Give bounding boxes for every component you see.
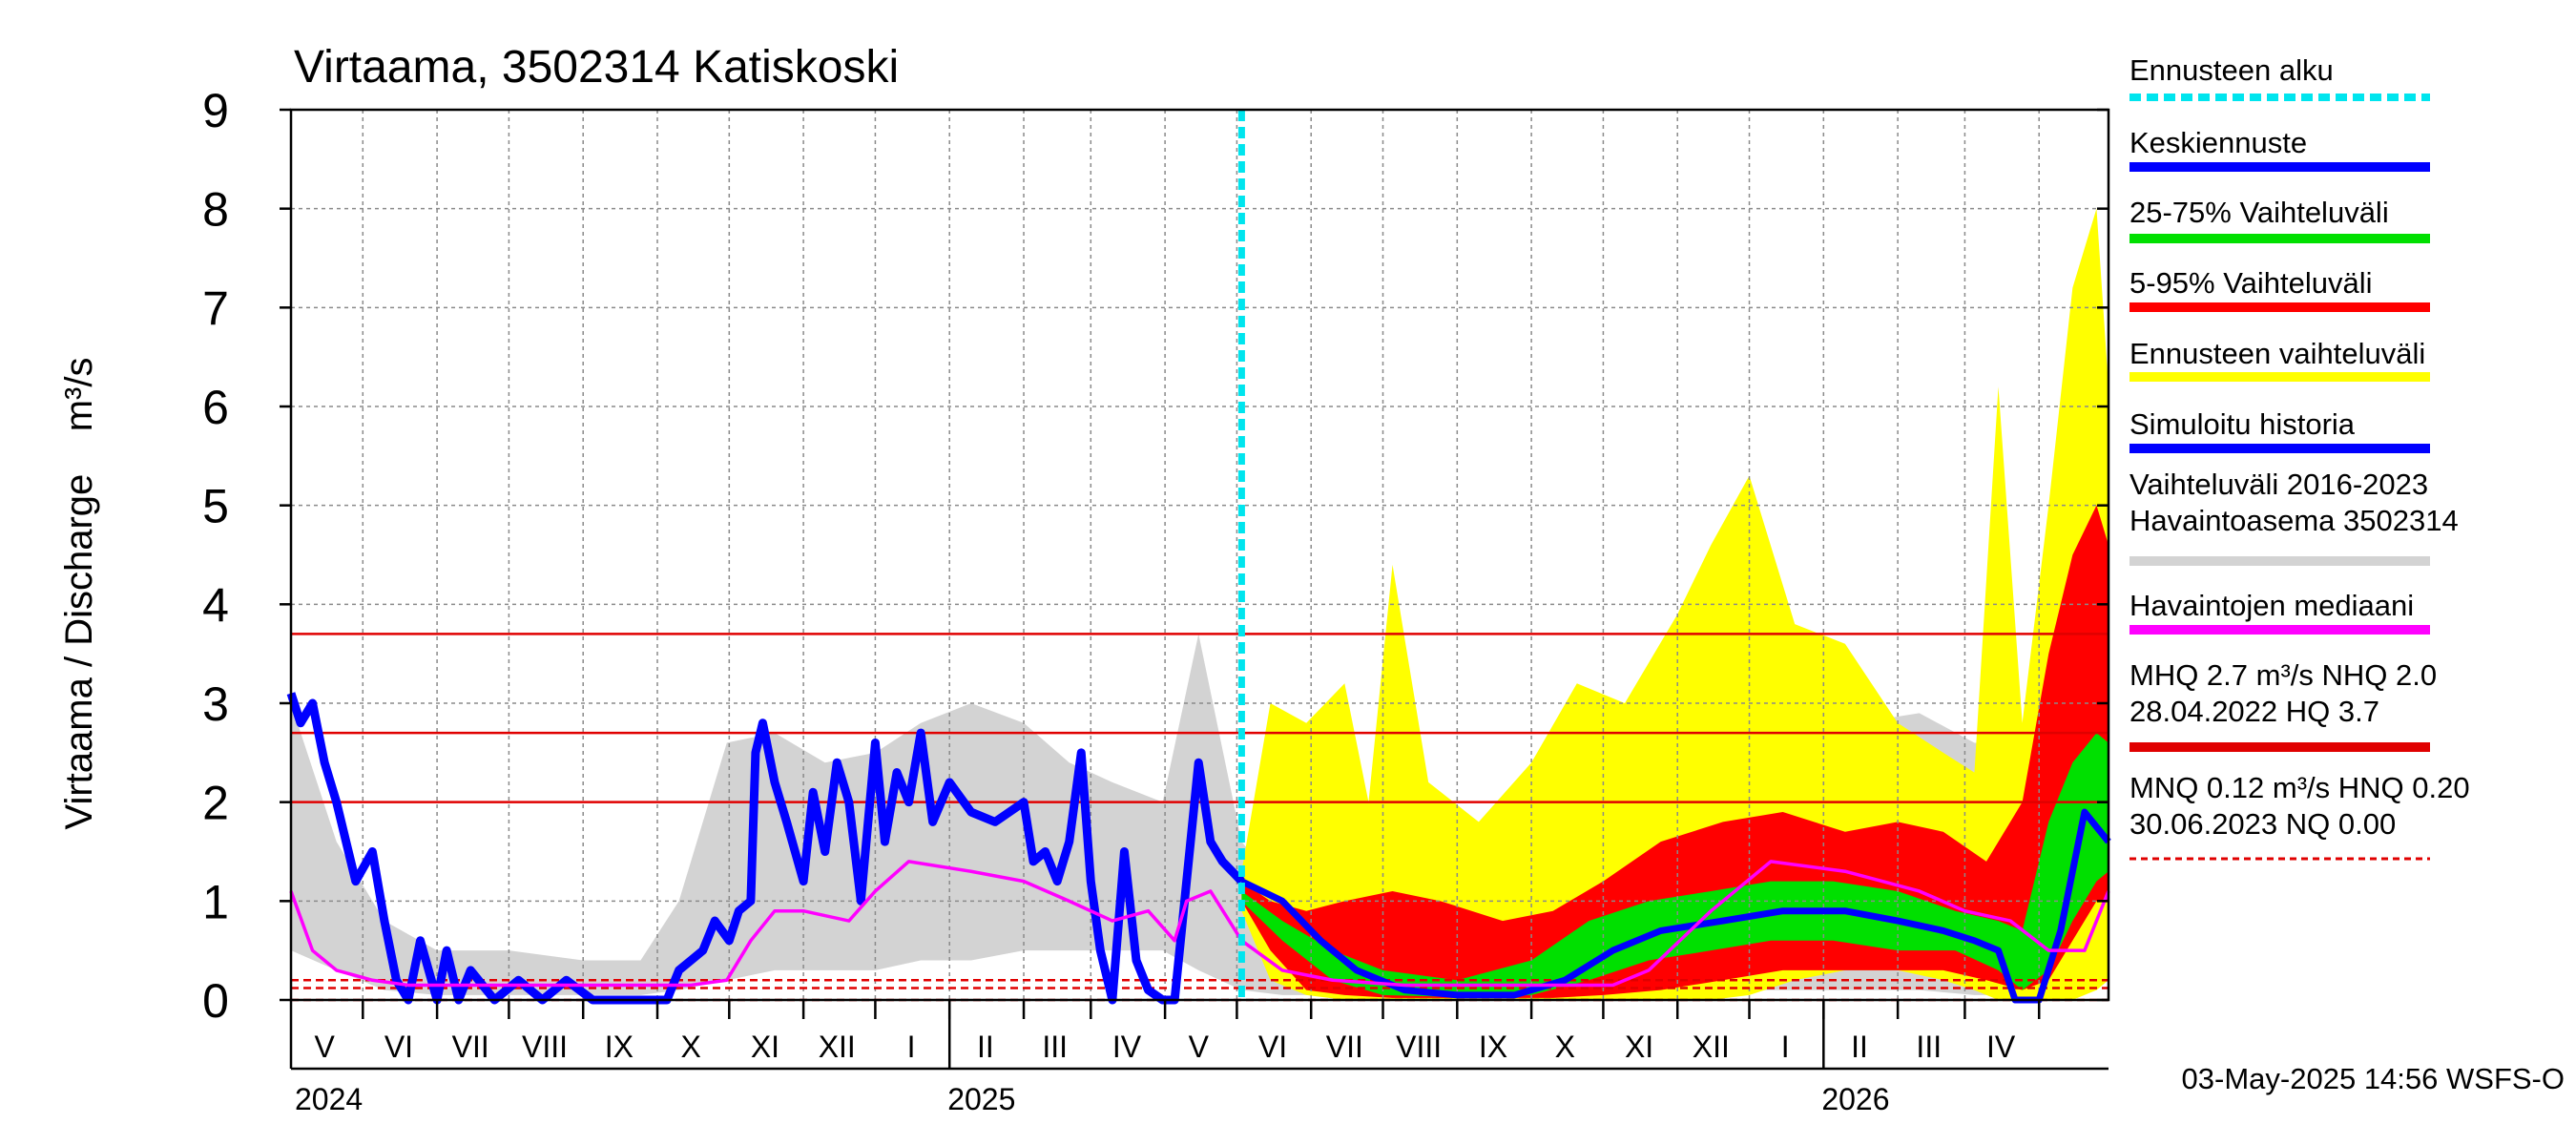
grid-layer bbox=[291, 109, 2109, 1001]
x-month-label-5: X bbox=[680, 1030, 700, 1064]
y-tick-label-0: 0 bbox=[202, 974, 229, 1028]
series-havaintojen-mediaani bbox=[289, 860, 2110, 988]
plot-frame bbox=[289, 108, 2110, 1071]
y-tick-label-4: 4 bbox=[202, 578, 229, 632]
x-month-label-19: XII bbox=[1693, 1030, 1730, 1064]
y-tick-label-1: 1 bbox=[202, 875, 229, 928]
legend-label-4-0: Ennusteen vaihteluväli bbox=[2129, 337, 2425, 370]
x-month-label-15: VIII bbox=[1396, 1030, 1442, 1064]
x-month-label-7: XII bbox=[819, 1030, 856, 1064]
legend-label-9-0: MNQ 0.12 m³/s HNQ 0.20 bbox=[2129, 771, 2470, 804]
x-month-label-10: III bbox=[1042, 1030, 1068, 1064]
x-month-label-4: IX bbox=[605, 1030, 634, 1064]
x-month-label-22: III bbox=[1916, 1030, 1942, 1064]
legend-label-3-0: 5-95% Vaihteluväli bbox=[2129, 266, 2372, 300]
y-tick-label-2: 2 bbox=[202, 777, 229, 830]
band-5-95-vaihteluv-li bbox=[1241, 505, 2109, 998]
legend-label-8-1: 28.04.2022 HQ 3.7 bbox=[2129, 695, 2379, 728]
legend-label-0-0: Ennusteen alku bbox=[2129, 53, 2334, 87]
chart-title: Virtaama, 3502314 Katiskoski bbox=[294, 42, 899, 93]
band-25-75-vaihteluv-li bbox=[1241, 733, 2109, 997]
legend: Ennusteen alku Keskiennuste 25-75% Vaihtel… bbox=[2129, 53, 2470, 861]
legend-label-2-0: 25-75% Vaihteluväli bbox=[2129, 196, 2389, 229]
x-month-label-8: I bbox=[907, 1030, 916, 1064]
y-tick-label-3: 3 bbox=[202, 677, 229, 731]
x-year-label-2025: 2025 bbox=[947, 1082, 1015, 1116]
x-month-label-14: VII bbox=[1326, 1030, 1363, 1064]
x-month-label-23: IV bbox=[1986, 1030, 2016, 1064]
x-month-label-12: V bbox=[1189, 1030, 1210, 1064]
legend-label-9-1: 30.06.2023 NQ 0.00 bbox=[2129, 807, 2396, 841]
y-axis-label: Virtaama / Discharge m³/s bbox=[58, 358, 100, 830]
x-month-label-2: VII bbox=[452, 1030, 489, 1064]
x-month-label-17: X bbox=[1555, 1030, 1575, 1064]
legend-label-1-0: Keskiennuste bbox=[2129, 126, 2307, 159]
x-month-label-20: I bbox=[1781, 1030, 1790, 1064]
plot-border bbox=[289, 108, 2110, 1002]
y-tick-label-8: 8 bbox=[202, 183, 229, 237]
x-month-label-16: IX bbox=[1479, 1030, 1507, 1064]
x-month-label-11: IV bbox=[1112, 1030, 1142, 1064]
legend-label-6-0: Vaihteluväli 2016-2023 bbox=[2129, 468, 2428, 501]
x-year-label-2026: 2026 bbox=[1821, 1082, 1889, 1116]
x-month-label-1: VI bbox=[384, 1030, 413, 1064]
legend-label-6-1: Havaintoasema 3502314 bbox=[2129, 504, 2459, 537]
x-month-label-18: XI bbox=[1625, 1030, 1653, 1064]
y-tick-label-6: 6 bbox=[202, 381, 229, 434]
legend-label-7-0: Havaintojen mediaani bbox=[2129, 589, 2414, 622]
x-month-label-13: VI bbox=[1258, 1030, 1287, 1064]
x-year-label-2024: 2024 bbox=[295, 1082, 363, 1116]
x-month-label-21: II bbox=[1851, 1030, 1868, 1064]
x-month-label-9: II bbox=[977, 1030, 994, 1064]
legend-label-8-0: MHQ 2.7 m³/s NHQ 2.0 bbox=[2129, 658, 2437, 692]
footer-timestamp: 03-May-2025 14:56 WSFS-O bbox=[2182, 1062, 2565, 1095]
y-tick-label-9: 9 bbox=[202, 84, 229, 137]
legend-label-5-0: Simuloitu historia bbox=[2129, 407, 2356, 441]
y-tick-label-7: 7 bbox=[202, 281, 229, 335]
y-tick-label-5: 5 bbox=[202, 480, 229, 533]
x-month-label-6: XI bbox=[751, 1030, 779, 1064]
x-month-label-0: V bbox=[314, 1030, 335, 1064]
x-month-label-3: VIII bbox=[522, 1030, 568, 1064]
